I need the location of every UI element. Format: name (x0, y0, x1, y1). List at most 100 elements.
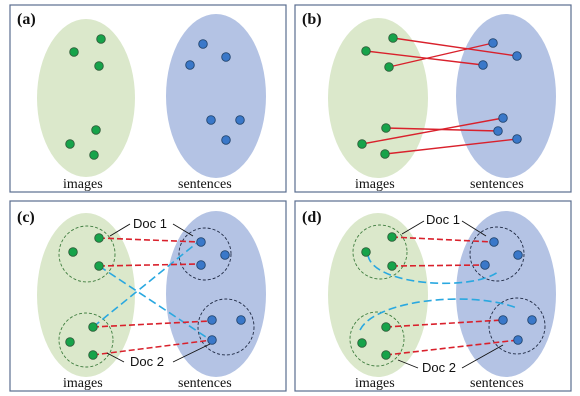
sentence-doc1-cluster (469, 226, 525, 282)
image-doc2-cluster (349, 311, 405, 367)
image-doc1-cluster (58, 225, 116, 283)
sentence-node (498, 113, 508, 123)
doc1-leader-image (401, 220, 425, 235)
sentence-doc2-cluster (197, 298, 255, 356)
panel-c: (c) Doc 1 Doc 2 images (9, 200, 287, 392)
image-doc2-cluster (58, 312, 114, 368)
panel-b: (b) images sentences (294, 4, 572, 193)
doc2-label: Doc 2 (422, 360, 456, 375)
image-doc1-cluster (352, 224, 408, 280)
sentence-node (235, 115, 245, 125)
match-line (388, 42, 494, 68)
sentence-node (493, 126, 503, 136)
image-node (94, 233, 104, 243)
panel-a: (a) images sentences (9, 4, 287, 193)
sentence-node (196, 237, 206, 247)
sentence-node (207, 335, 217, 345)
image-node (388, 33, 398, 43)
image-node (357, 338, 367, 348)
doc1-leader-sentence (172, 223, 194, 237)
panel-a-images-region (37, 19, 135, 177)
sentence-node (196, 260, 206, 270)
image-node (361, 46, 371, 56)
sentence-node (512, 51, 522, 61)
panel-d-sentences-caption: sentences (470, 376, 524, 391)
match-line (392, 37, 518, 57)
match-line (385, 339, 519, 356)
image-node (65, 337, 75, 347)
match-line (391, 236, 494, 243)
image-node (381, 350, 391, 360)
sentence-doc1-cluster (178, 227, 232, 281)
sentence-node (527, 315, 537, 325)
panel-d: (d) Doc 1 Doc 2 images (294, 200, 572, 392)
panel-c-sentences-region (166, 211, 266, 377)
sentence-node (512, 134, 522, 144)
image-node (387, 261, 397, 271)
image-node (381, 322, 391, 332)
match-line (92, 320, 211, 328)
panel-b-images-region (328, 18, 428, 178)
doc2-leader-sentence (461, 344, 504, 369)
cross-doc-line (98, 265, 210, 340)
image-node (65, 139, 75, 149)
cross-doc-line (92, 241, 199, 328)
panel-a-images-caption: images (63, 177, 103, 192)
cross-doc-line (359, 298, 518, 331)
panel-b-label: (b) (302, 11, 322, 28)
image-node (68, 247, 78, 257)
doc2-leader-sentence (172, 343, 211, 363)
match-line (361, 117, 504, 145)
image-node (88, 322, 98, 332)
doc1-leader-image (109, 223, 131, 237)
image-node (94, 61, 104, 71)
image-node (380, 149, 390, 159)
panel-b-sentences-region (456, 14, 556, 178)
sentence-doc2-cluster (488, 297, 546, 355)
panel-d-label: (d) (302, 209, 322, 226)
sentence-node (221, 52, 231, 62)
sentence-node (185, 60, 195, 70)
panel-a-label: (a) (17, 11, 36, 28)
sentence-node (480, 260, 490, 270)
sentence-node (498, 315, 508, 325)
panel-b-sentences-caption: sentences (470, 177, 524, 192)
sentence-node (198, 39, 208, 49)
sentence-node (513, 250, 523, 260)
match-line (98, 237, 201, 243)
sentence-node (221, 135, 231, 145)
image-node (69, 47, 79, 57)
doc2-label: Doc 2 (130, 354, 164, 369)
panel-a-sentences-region (166, 14, 266, 178)
image-node (384, 62, 394, 72)
sentence-node (513, 335, 523, 345)
doc1-label: Doc 1 (133, 216, 167, 231)
match-line (391, 264, 486, 267)
doc2-leader-image (106, 352, 125, 363)
sentence-node (488, 38, 498, 48)
sentence-node (207, 315, 217, 325)
image-node (94, 261, 104, 271)
panel-c-images-caption: images (63, 376, 103, 391)
image-node (357, 139, 367, 149)
image-node (381, 123, 391, 133)
doc1-label: Doc 1 (426, 212, 460, 227)
panel-c-images-region (37, 213, 135, 377)
image-node (361, 247, 371, 257)
match-line (385, 319, 504, 328)
image-node (96, 34, 106, 44)
panel-c-sentences-caption: sentences (178, 376, 232, 391)
match-line (98, 263, 201, 267)
doc2-leader-image (397, 359, 419, 369)
sentence-node (220, 250, 230, 260)
panel-c-label: (c) (17, 209, 35, 226)
match-line (365, 50, 484, 66)
match-line (92, 339, 213, 356)
image-node (387, 232, 397, 242)
image-node (91, 125, 101, 135)
panel-a-sentences-caption: sentences (178, 177, 232, 192)
panel-d-sentences-region (456, 211, 556, 377)
sentence-node (236, 315, 246, 325)
cross-doc-line (367, 254, 499, 285)
